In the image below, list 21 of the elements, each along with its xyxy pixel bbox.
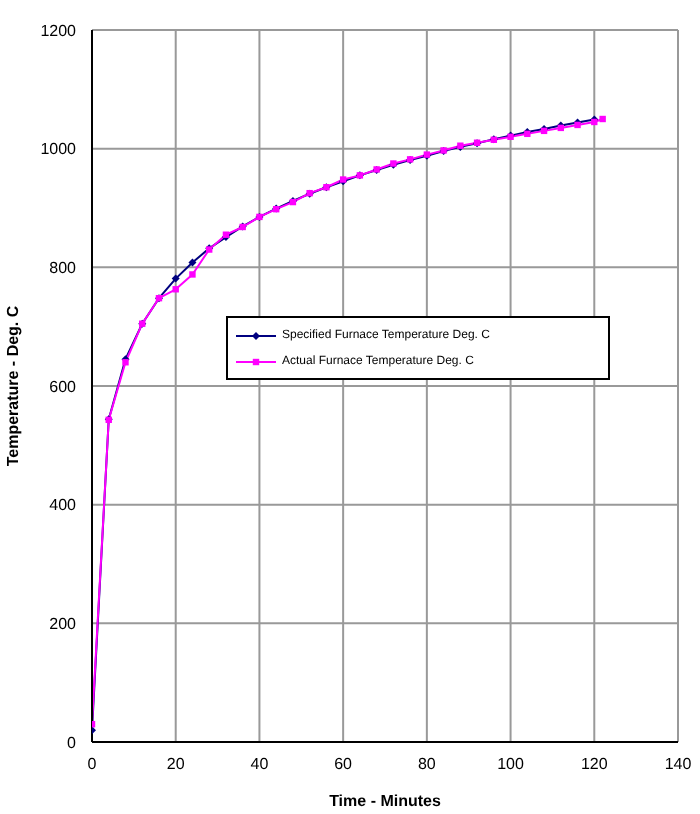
x-tick-label: 40	[250, 755, 270, 774]
y-tick-label: 400	[49, 496, 78, 515]
y-tick-label: 0	[67, 733, 78, 752]
point	[171, 274, 180, 283]
x-tick-label: 60	[334, 755, 354, 774]
y-tick-label: 1200	[40, 21, 78, 40]
x-tick-label: 140	[664, 755, 693, 774]
y-tick-label: 200	[49, 615, 78, 634]
y-axis-title: Temperature - Deg. C	[3, 305, 22, 467]
x-tick-label: 20	[166, 755, 186, 774]
x-tick-label: 0	[87, 755, 98, 774]
y-tick-label: 800	[49, 259, 78, 278]
x-tick-label: 120	[580, 755, 609, 774]
x-axis-title: Time - Minutes	[329, 792, 442, 810]
x-tick-label: 100	[497, 755, 526, 774]
point	[188, 258, 197, 267]
x-tick-label: 80	[417, 755, 437, 774]
point	[599, 115, 606, 123]
point	[189, 271, 196, 278]
y-tick-label: 1000	[40, 140, 78, 159]
y-tick-label: 600	[49, 377, 78, 396]
